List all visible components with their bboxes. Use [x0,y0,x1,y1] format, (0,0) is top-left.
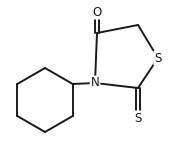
Text: S: S [134,112,142,124]
Text: S: S [154,52,162,64]
Text: O: O [92,5,102,19]
Text: N: N [91,76,99,89]
